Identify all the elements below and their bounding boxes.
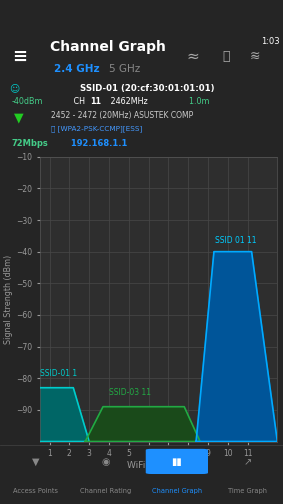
Text: 1.0m: 1.0m bbox=[184, 97, 209, 106]
Polygon shape bbox=[24, 388, 89, 442]
Text: ▼: ▼ bbox=[14, 112, 24, 124]
X-axis label: WiFi Channels: WiFi Channels bbox=[127, 461, 190, 470]
Text: 192.168.1.1: 192.168.1.1 bbox=[68, 139, 127, 148]
Text: 1:03: 1:03 bbox=[261, 36, 280, 45]
Text: ⏸: ⏸ bbox=[223, 50, 230, 63]
Text: 11: 11 bbox=[91, 97, 102, 106]
Text: ↗: ↗ bbox=[244, 457, 252, 467]
Text: ▮▮: ▮▮ bbox=[171, 457, 182, 467]
FancyBboxPatch shape bbox=[146, 449, 208, 474]
Text: ≡: ≡ bbox=[12, 48, 27, 66]
Text: ≈: ≈ bbox=[186, 49, 199, 64]
Polygon shape bbox=[196, 251, 277, 442]
Text: CH: CH bbox=[71, 97, 87, 106]
Text: SSID-01 1: SSID-01 1 bbox=[40, 369, 77, 378]
Text: 5 GHz: 5 GHz bbox=[109, 64, 140, 74]
Text: SSID-01 (20:cf:30:01:01:01): SSID-01 (20:cf:30:01:01:01) bbox=[80, 84, 215, 93]
Polygon shape bbox=[85, 407, 200, 442]
Text: SSID-03 11: SSID-03 11 bbox=[109, 388, 151, 397]
Text: Time Graph: Time Graph bbox=[228, 488, 267, 494]
Text: 2462MHz: 2462MHz bbox=[108, 97, 147, 106]
Text: ▼: ▼ bbox=[32, 457, 39, 467]
Text: 2452 - 2472 (20MHz) ASUSTEK COMP: 2452 - 2472 (20MHz) ASUSTEK COMP bbox=[51, 111, 193, 119]
Text: SSID 01 11: SSID 01 11 bbox=[215, 236, 256, 245]
Text: Channel Graph: Channel Graph bbox=[152, 488, 202, 494]
Text: -40dBm: -40dBm bbox=[11, 97, 43, 106]
Text: 2.4 GHz: 2.4 GHz bbox=[53, 64, 99, 74]
Text: ◉: ◉ bbox=[102, 457, 110, 467]
Text: Channel Graph: Channel Graph bbox=[50, 40, 166, 54]
Y-axis label: Signal Strength (dBm): Signal Strength (dBm) bbox=[4, 255, 13, 344]
Text: 72Mbps: 72Mbps bbox=[11, 139, 48, 148]
Text: ≋: ≋ bbox=[249, 50, 260, 63]
Text: ⚿ [WPA2-PSK-CCMP][ESS]: ⚿ [WPA2-PSK-CCMP][ESS] bbox=[51, 125, 142, 132]
Text: Channel Rating: Channel Rating bbox=[80, 488, 132, 494]
Text: ☺: ☺ bbox=[9, 83, 19, 93]
Text: Access Points: Access Points bbox=[13, 488, 58, 494]
